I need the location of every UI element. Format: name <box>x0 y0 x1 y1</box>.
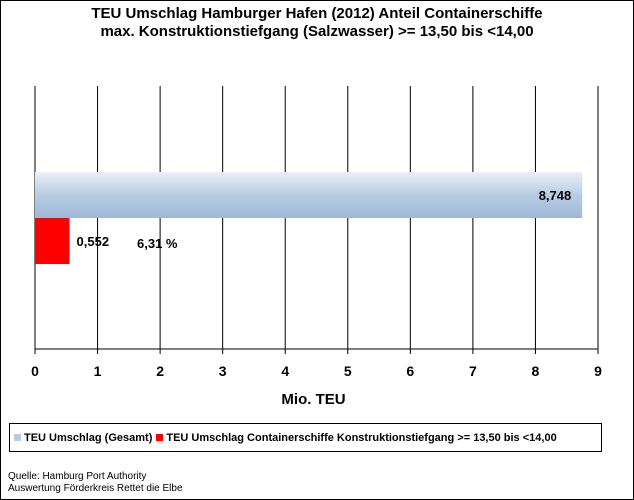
x-tick-label-8: 8 <box>532 363 540 379</box>
x-tick-label-0: 0 <box>31 363 39 379</box>
legend-entry-draft: TEU Umschlag Containerschiffe Konstrukti… <box>156 431 557 444</box>
legend-swatch-draft <box>156 434 164 441</box>
annotation-share: 6,31 % <box>137 236 178 251</box>
chart-plot: 0 1 2 3 4 5 6 7 8 9 Mio. TEU 8,748 0,552 6,31 % <box>31 86 602 408</box>
chart-title-line-1: TEU Umschlag Hamburger Hafen (2012) Ante… <box>91 5 543 22</box>
x-tick-label-6: 6 <box>406 363 414 379</box>
bar-total <box>35 172 583 218</box>
x-tick-label-7: 7 <box>469 363 477 379</box>
x-tick-label-9: 9 <box>594 363 602 379</box>
x-tick-label-1: 1 <box>94 363 102 379</box>
x-axis-title: Mio. TEU <box>281 391 345 408</box>
legend-entry-total: TEU Umschlag (Gesamt) <box>14 432 152 444</box>
x-tick-label-3: 3 <box>219 363 227 379</box>
bar-draft <box>35 218 70 264</box>
legend-label-total: TEU Umschlag (Gesamt) <box>24 431 153 444</box>
source-note: Quelle: Hamburg Port Authority Auswertun… <box>8 471 183 495</box>
source-line-2: Auswertung Förderkreis Rettet die Elbe <box>8 483 183 494</box>
legend-swatch-total <box>14 434 21 441</box>
x-tick-label-2: 2 <box>156 363 164 379</box>
chart-title-line-2: max. Konstruktionstiefgang (Salzwasser) … <box>100 23 534 40</box>
x-tick-label-4: 4 <box>281 363 289 379</box>
chart-title: TEU Umschlag Hamburger Hafen (2012) Ante… <box>0 5 634 41</box>
legend-label-draft: TEU Umschlag Containerschiffe Konstrukti… <box>166 431 557 444</box>
data-label-draft: 0,552 <box>77 234 110 249</box>
x-tick-label-5: 5 <box>344 363 352 379</box>
legend: TEU Umschlag (Gesamt) TEU Umschlag Conta… <box>9 423 602 452</box>
data-label-total: 8,748 <box>539 188 572 203</box>
source-line-1: Quelle: Hamburg Port Authority <box>8 471 147 482</box>
